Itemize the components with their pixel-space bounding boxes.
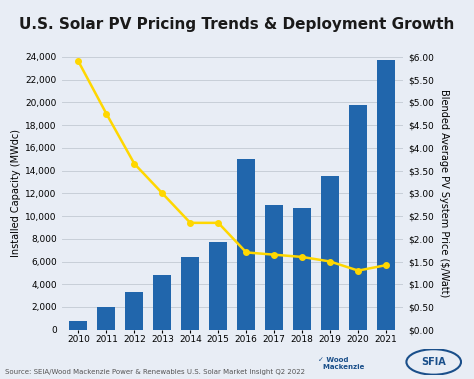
Text: U.S. Solar PV Pricing Trends & Deployment Growth: U.S. Solar PV Pricing Trends & Deploymen…	[19, 17, 455, 32]
Bar	[349, 105, 367, 330]
Bar	[97, 307, 116, 330]
Bar	[181, 257, 200, 330]
Bar	[209, 242, 228, 330]
Bar	[153, 275, 172, 330]
Y-axis label: Installed Capacity (MWdc): Installed Capacity (MWdc)	[11, 129, 21, 257]
Bar	[321, 176, 339, 330]
Text: ✓ Wood
  Mackenzie: ✓ Wood Mackenzie	[318, 357, 364, 370]
Bar	[237, 159, 255, 330]
Bar	[265, 205, 283, 330]
Bar	[293, 208, 311, 330]
Text: Source: SEIA/Wood Mackenzie Power & Renewables U.S. Solar Market Insight Q2 2022: Source: SEIA/Wood Mackenzie Power & Rene…	[5, 369, 305, 375]
Bar	[125, 292, 144, 330]
Bar	[377, 60, 395, 330]
Y-axis label: Blended Average PV System Price ($/Watt): Blended Average PV System Price ($/Watt)	[439, 89, 449, 298]
Text: SFIA: SFIA	[421, 357, 446, 367]
Bar	[69, 321, 88, 330]
